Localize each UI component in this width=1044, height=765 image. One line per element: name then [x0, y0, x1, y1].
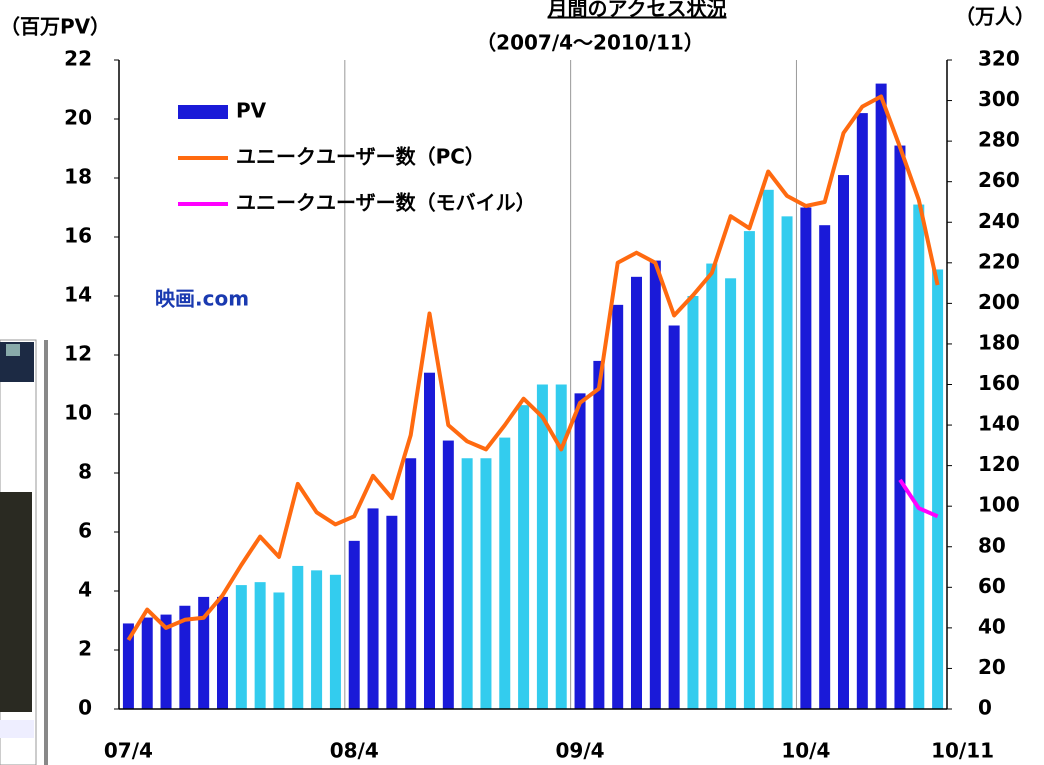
- bar: [442, 440, 454, 709]
- chart-subtitle: （2007/4～2010/11）: [476, 31, 704, 55]
- y-tick-label: 14: [64, 283, 92, 307]
- logo: 映画.com: [155, 287, 249, 311]
- bar: [254, 582, 266, 709]
- legend-label: ユニークユーザー数（PC）: [236, 145, 485, 169]
- bar: [386, 515, 398, 709]
- bar: [329, 574, 341, 709]
- bar: [122, 623, 134, 709]
- y2-axis-label: （万人）: [955, 5, 1035, 29]
- y2-tick-label: 240: [978, 209, 1020, 233]
- bar: [856, 113, 868, 710]
- bar: [405, 458, 417, 709]
- bar: [160, 614, 172, 709]
- bar: [593, 360, 605, 709]
- legend-label: PV: [236, 99, 267, 123]
- search-button: [6, 344, 20, 356]
- website-fragment: [0, 339, 48, 765]
- y-tick-label: 20: [64, 106, 92, 130]
- bar: [217, 596, 228, 709]
- bar: [461, 458, 473, 709]
- y-axis-label: （百万PV）: [0, 15, 110, 39]
- bar: [480, 458, 492, 709]
- bar: [367, 508, 379, 709]
- y-tick-label: 8: [78, 460, 92, 484]
- x-tick-label: 07/4: [104, 739, 153, 763]
- bar: [518, 405, 530, 709]
- y2-tick-label: 200: [978, 290, 1020, 314]
- y2-tick-label: 0: [978, 696, 992, 720]
- bar: [631, 276, 642, 709]
- bar: [894, 145, 906, 710]
- bar: [819, 225, 831, 709]
- bar: [499, 437, 511, 709]
- bar: [198, 596, 210, 709]
- site-caption: [0, 720, 34, 738]
- y2-tick-label: 160: [978, 371, 1020, 395]
- y-tick-label: 0: [78, 696, 92, 720]
- legend-swatch: [178, 105, 228, 119]
- y2-tick-label: 100: [978, 493, 1020, 517]
- y2-tick-label: 60: [978, 574, 1006, 598]
- bar: [574, 393, 586, 709]
- bar: [706, 263, 718, 709]
- y2-tick-label: 80: [978, 533, 1006, 557]
- bar: [838, 175, 849, 710]
- y2-tick-label: 280: [978, 128, 1020, 152]
- y2-tick-label: 320: [978, 47, 1020, 71]
- y-tick-label: 22: [64, 47, 92, 71]
- site-scrollbar: [44, 340, 48, 765]
- x-tick-label: 10/11: [931, 739, 994, 763]
- y2-tick-label: 180: [978, 330, 1020, 354]
- y-tick-label: 16: [64, 224, 92, 248]
- bar: [555, 384, 567, 709]
- line-series: [126, 94, 940, 642]
- bar: [235, 585, 247, 709]
- chart-title: 月間のアクセス状況: [547, 0, 727, 21]
- bar: [725, 278, 737, 709]
- bar: [292, 565, 304, 709]
- y-tick-label: 6: [78, 519, 92, 543]
- y-tick-label: 10: [64, 401, 92, 425]
- y2-tick-label: 120: [978, 452, 1020, 476]
- bar: [273, 592, 285, 709]
- y2-tick-label: 220: [978, 249, 1020, 273]
- legend-label: ユニークユーザー数（モバイル）: [236, 191, 536, 215]
- bar: [875, 83, 887, 710]
- bar: [311, 570, 323, 709]
- bar: [913, 204, 925, 710]
- y-tick-label: 2: [78, 637, 92, 661]
- y-tick-label: 18: [64, 165, 92, 189]
- line-series: [898, 478, 939, 519]
- bar: [141, 617, 153, 709]
- y2-tick-label: 300: [978, 87, 1020, 111]
- x-tick-label: 09/4: [556, 739, 605, 763]
- bar: [743, 231, 755, 709]
- x-tick-label: 10/4: [781, 739, 830, 763]
- bar: [649, 260, 661, 709]
- bar: [612, 304, 624, 709]
- y2-tick-label: 20: [978, 655, 1006, 679]
- y-tick-label: 12: [64, 342, 92, 366]
- bar: [424, 372, 435, 709]
- y-tick-label: 4: [78, 578, 92, 602]
- site-image: [0, 492, 32, 712]
- y2-tick-label: 260: [978, 168, 1020, 192]
- bar: [932, 269, 944, 709]
- bar: [781, 216, 793, 709]
- y2-tick-label: 40: [978, 614, 1006, 638]
- bar: [668, 325, 680, 709]
- bar: [348, 540, 360, 709]
- y2-tick-label: 140: [978, 412, 1020, 436]
- x-tick-label: 08/4: [330, 739, 379, 763]
- bar: [762, 189, 774, 710]
- bar: [800, 207, 812, 709]
- bar: [687, 296, 699, 709]
- bar: [536, 384, 548, 709]
- bar: [179, 605, 191, 709]
